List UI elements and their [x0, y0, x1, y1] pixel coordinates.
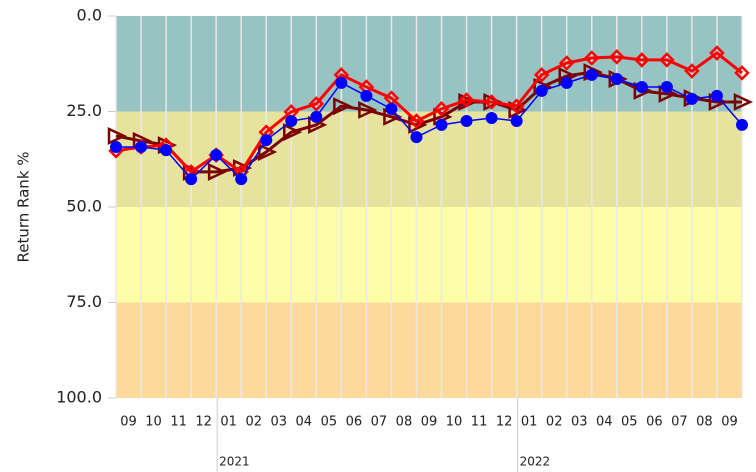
x-tick-label: 01 [220, 415, 237, 430]
x-tick-label: 10 [145, 415, 162, 430]
point [285, 115, 298, 128]
x-tick-label: 11 [170, 415, 187, 430]
point [660, 81, 673, 94]
point [210, 149, 223, 162]
point [408, 113, 425, 129]
point [659, 52, 675, 68]
y-tick-label: 50.0 [66, 197, 102, 216]
band [116, 207, 742, 303]
x-tick-label: 07 [371, 415, 388, 430]
point [684, 63, 700, 79]
point [135, 141, 148, 154]
point [585, 68, 598, 81]
x-tick-label: 03 [270, 415, 287, 430]
point [583, 50, 600, 66]
point [710, 89, 723, 102]
x-tick-label: 04 [596, 415, 613, 430]
x-tick-label: 08 [396, 415, 413, 430]
point [733, 92, 753, 111]
point [458, 92, 475, 108]
point [533, 67, 550, 83]
x-tick-label: 09 [721, 415, 738, 430]
y-axis-title: Return Rank % [15, 151, 33, 262]
point [734, 65, 750, 81]
x-tick-label: 02 [546, 415, 563, 430]
point [508, 98, 525, 114]
point [360, 89, 373, 102]
x-tick-label: 05 [621, 415, 638, 430]
point [308, 96, 325, 112]
point [510, 115, 523, 128]
x-tick-label: 01 [521, 415, 538, 430]
point [207, 162, 228, 181]
x-tick-label: 05 [321, 415, 338, 430]
point [709, 45, 725, 61]
x-tick-label: 07 [671, 415, 688, 430]
point [283, 123, 303, 142]
point [410, 131, 423, 144]
y-tick-label: 75.0 [66, 292, 102, 311]
point [560, 76, 573, 89]
point [358, 101, 378, 119]
point [335, 76, 348, 89]
x-tick-label: 12 [496, 415, 513, 430]
point [435, 118, 448, 131]
x-tick-label: 06 [346, 415, 363, 430]
point [460, 115, 473, 128]
point [385, 102, 398, 115]
band [116, 16, 742, 112]
point [736, 118, 748, 131]
point [107, 126, 127, 145]
y-tick-label: 25.0 [66, 101, 102, 120]
point [535, 84, 548, 97]
point [310, 110, 323, 123]
y-tick-label: 100.0 [56, 388, 102, 407]
x-tick-label: 03 [571, 415, 588, 430]
point [558, 55, 575, 71]
x-tick-label: 06 [646, 415, 663, 430]
point [235, 173, 248, 186]
x-tick-label: 09 [120, 415, 137, 430]
band [116, 302, 742, 398]
point [485, 111, 498, 124]
year-label: 2022 [520, 455, 551, 469]
x-tick-label: 10 [446, 415, 463, 430]
point [160, 144, 173, 157]
point [635, 81, 648, 94]
x-tick-label: 11 [471, 415, 488, 430]
x-tick-label: 02 [245, 415, 262, 430]
point [634, 52, 650, 68]
y-tick-label: 0.0 [77, 6, 102, 25]
point [110, 141, 122, 154]
point [260, 134, 273, 147]
point [185, 173, 198, 186]
point [685, 92, 698, 105]
point [333, 97, 353, 116]
x-tick-label: 08 [696, 415, 713, 430]
year-label: 2021 [219, 455, 250, 469]
point [483, 94, 500, 110]
x-tick-label: 12 [195, 415, 212, 430]
point [610, 73, 623, 86]
point [609, 49, 625, 65]
x-tick-label: 09 [421, 415, 438, 430]
x-tick-label: 04 [296, 415, 313, 430]
point [433, 101, 450, 117]
